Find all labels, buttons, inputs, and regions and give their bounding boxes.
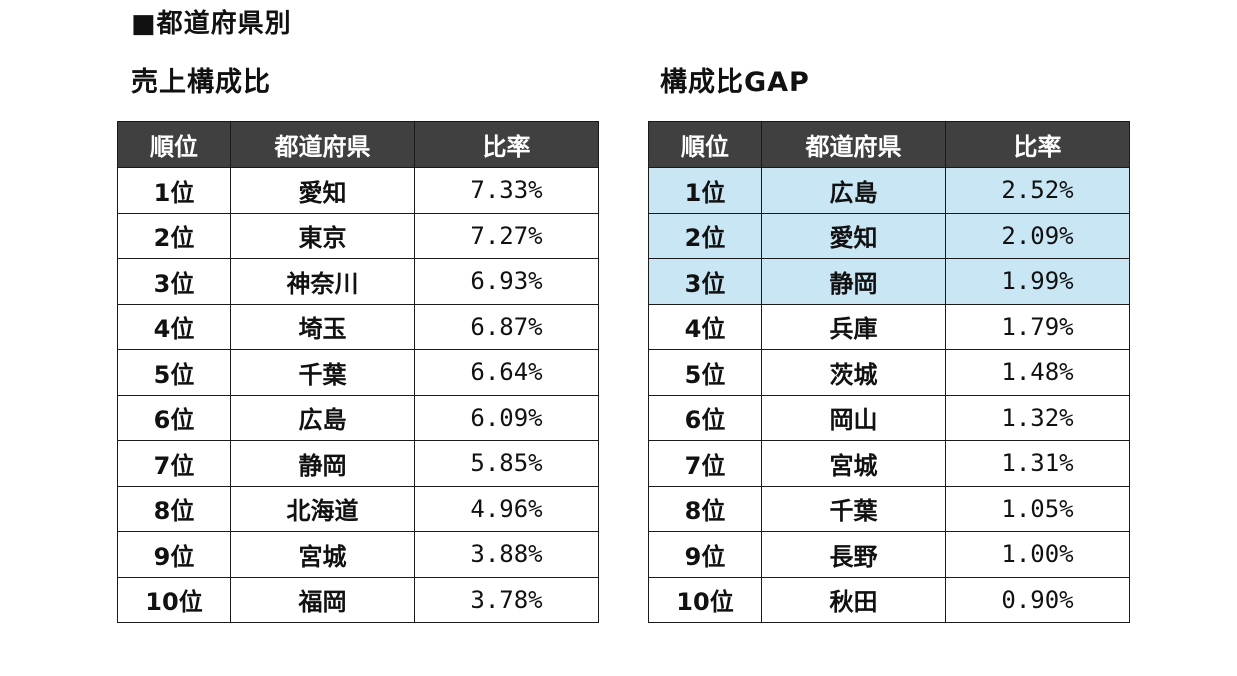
prefecture-cell: 兵庫 — [761, 303, 946, 350]
table-row: 10位 秋田 0.90% — [648, 576, 1130, 623]
prefecture-cell: 福岡 — [230, 576, 415, 623]
table-header-row: 順位 都道府県 比率 — [117, 121, 599, 168]
ratio-cell: 1.31% — [945, 440, 1130, 487]
ratio-cell: 5.85% — [414, 440, 599, 487]
prefecture-cell: 静岡 — [230, 440, 415, 487]
rank-cell: 3位 — [117, 258, 231, 305]
ratio-cell: 6.93% — [414, 258, 599, 305]
prefecture-cell: 秋田 — [761, 576, 946, 623]
rank-cell: 1位 — [648, 167, 762, 214]
table-row: 3位 神奈川 6.93% — [117, 258, 599, 305]
prefecture-cell: 愛知 — [761, 212, 946, 259]
prefecture-cell: 愛知 — [230, 167, 415, 214]
prefecture-cell: 広島 — [761, 167, 946, 214]
rank-cell: 5位 — [117, 349, 231, 396]
table-row: 1位 愛知 7.33% — [117, 167, 599, 214]
composition-gap-title: 構成比GAP — [660, 67, 810, 98]
ratio-cell: 3.78% — [414, 576, 599, 623]
table-row: 4位 埼玉 6.87% — [117, 303, 599, 350]
composition-gap-table: 順位 都道府県 比率 1位 広島 2.52% 2位 愛知 2.09% 3位 静岡 1.99%… — [648, 121, 1130, 623]
header-rank: 順位 — [648, 121, 762, 168]
ratio-cell: 1.05% — [945, 485, 1130, 532]
ratio-cell: 7.33% — [414, 167, 599, 214]
table-row: 6位 岡山 1.32% — [648, 394, 1130, 441]
rank-cell: 8位 — [117, 485, 231, 532]
ratio-cell: 1.99% — [945, 258, 1130, 305]
header-ratio: 比率 — [414, 121, 599, 168]
rank-cell: 2位 — [117, 212, 231, 259]
ratio-cell: 6.09% — [414, 394, 599, 441]
prefecture-cell: 茨城 — [761, 349, 946, 396]
ratio-cell: 1.79% — [945, 303, 1130, 350]
prefecture-cell: 宮城 — [761, 440, 946, 487]
ratio-cell: 6.64% — [414, 349, 599, 396]
table-row-highlighted: 1位 広島 2.52% — [648, 167, 1130, 214]
table-row: 6位 広島 6.09% — [117, 394, 599, 441]
ratio-cell: 1.48% — [945, 349, 1130, 396]
prefecture-cell: 埼玉 — [230, 303, 415, 350]
ratio-cell: 2.09% — [945, 212, 1130, 259]
rank-cell: 10位 — [117, 576, 231, 623]
rank-cell: 9位 — [648, 531, 762, 578]
ratio-cell: 4.96% — [414, 485, 599, 532]
prefecture-cell: 北海道 — [230, 485, 415, 532]
prefecture-cell: 長野 — [761, 531, 946, 578]
sales-composition-title: 売上構成比 — [131, 67, 271, 98]
ratio-cell: 1.00% — [945, 531, 1130, 578]
header-prefecture: 都道府県 — [761, 121, 946, 168]
prefecture-cell: 静岡 — [761, 258, 946, 305]
prefecture-cell: 千葉 — [230, 349, 415, 396]
table-row: 5位 千葉 6.64% — [117, 349, 599, 396]
table-row: 8位 千葉 1.05% — [648, 485, 1130, 532]
table-row: 7位 静岡 5.85% — [117, 440, 599, 487]
section-title: ■都道府県別 — [131, 9, 292, 39]
table-row-highlighted: 2位 愛知 2.09% — [648, 212, 1130, 259]
rank-cell: 6位 — [117, 394, 231, 441]
ratio-cell: 0.90% — [945, 576, 1130, 623]
rank-cell: 7位 — [117, 440, 231, 487]
ratio-cell: 1.32% — [945, 394, 1130, 441]
table-header-row: 順位 都道府県 比率 — [648, 121, 1130, 168]
table-row: 7位 宮城 1.31% — [648, 440, 1130, 487]
table-row: 10位 福岡 3.78% — [117, 576, 599, 623]
header-ratio: 比率 — [945, 121, 1130, 168]
rank-cell: 7位 — [648, 440, 762, 487]
prefecture-cell: 神奈川 — [230, 258, 415, 305]
header-rank: 順位 — [117, 121, 231, 168]
rank-cell: 4位 — [648, 303, 762, 350]
rank-cell: 10位 — [648, 576, 762, 623]
table-row: 2位 東京 7.27% — [117, 212, 599, 259]
ratio-cell: 3.88% — [414, 531, 599, 578]
prefecture-cell: 東京 — [230, 212, 415, 259]
prefecture-cell: 広島 — [230, 394, 415, 441]
rank-cell: 5位 — [648, 349, 762, 396]
sales-composition-table: 順位 都道府県 比率 1位 愛知 7.33% 2位 東京 7.27% 3位 神奈川 6.93… — [117, 121, 599, 623]
table-row-highlighted: 3位 静岡 1.99% — [648, 258, 1130, 305]
rank-cell: 3位 — [648, 258, 762, 305]
header-prefecture: 都道府県 — [230, 121, 415, 168]
rank-cell: 8位 — [648, 485, 762, 532]
rank-cell: 4位 — [117, 303, 231, 350]
table-row: 5位 茨城 1.48% — [648, 349, 1130, 396]
table-row: 9位 長野 1.00% — [648, 531, 1130, 578]
rank-cell: 1位 — [117, 167, 231, 214]
ratio-cell: 6.87% — [414, 303, 599, 350]
ratio-cell: 7.27% — [414, 212, 599, 259]
prefecture-cell: 千葉 — [761, 485, 946, 532]
rank-cell: 6位 — [648, 394, 762, 441]
prefecture-cell: 岡山 — [761, 394, 946, 441]
table-row: 4位 兵庫 1.79% — [648, 303, 1130, 350]
rank-cell: 9位 — [117, 531, 231, 578]
table-row: 8位 北海道 4.96% — [117, 485, 599, 532]
rank-cell: 2位 — [648, 212, 762, 259]
table-row: 9位 宮城 3.88% — [117, 531, 599, 578]
prefecture-cell: 宮城 — [230, 531, 415, 578]
ratio-cell: 2.52% — [945, 167, 1130, 214]
